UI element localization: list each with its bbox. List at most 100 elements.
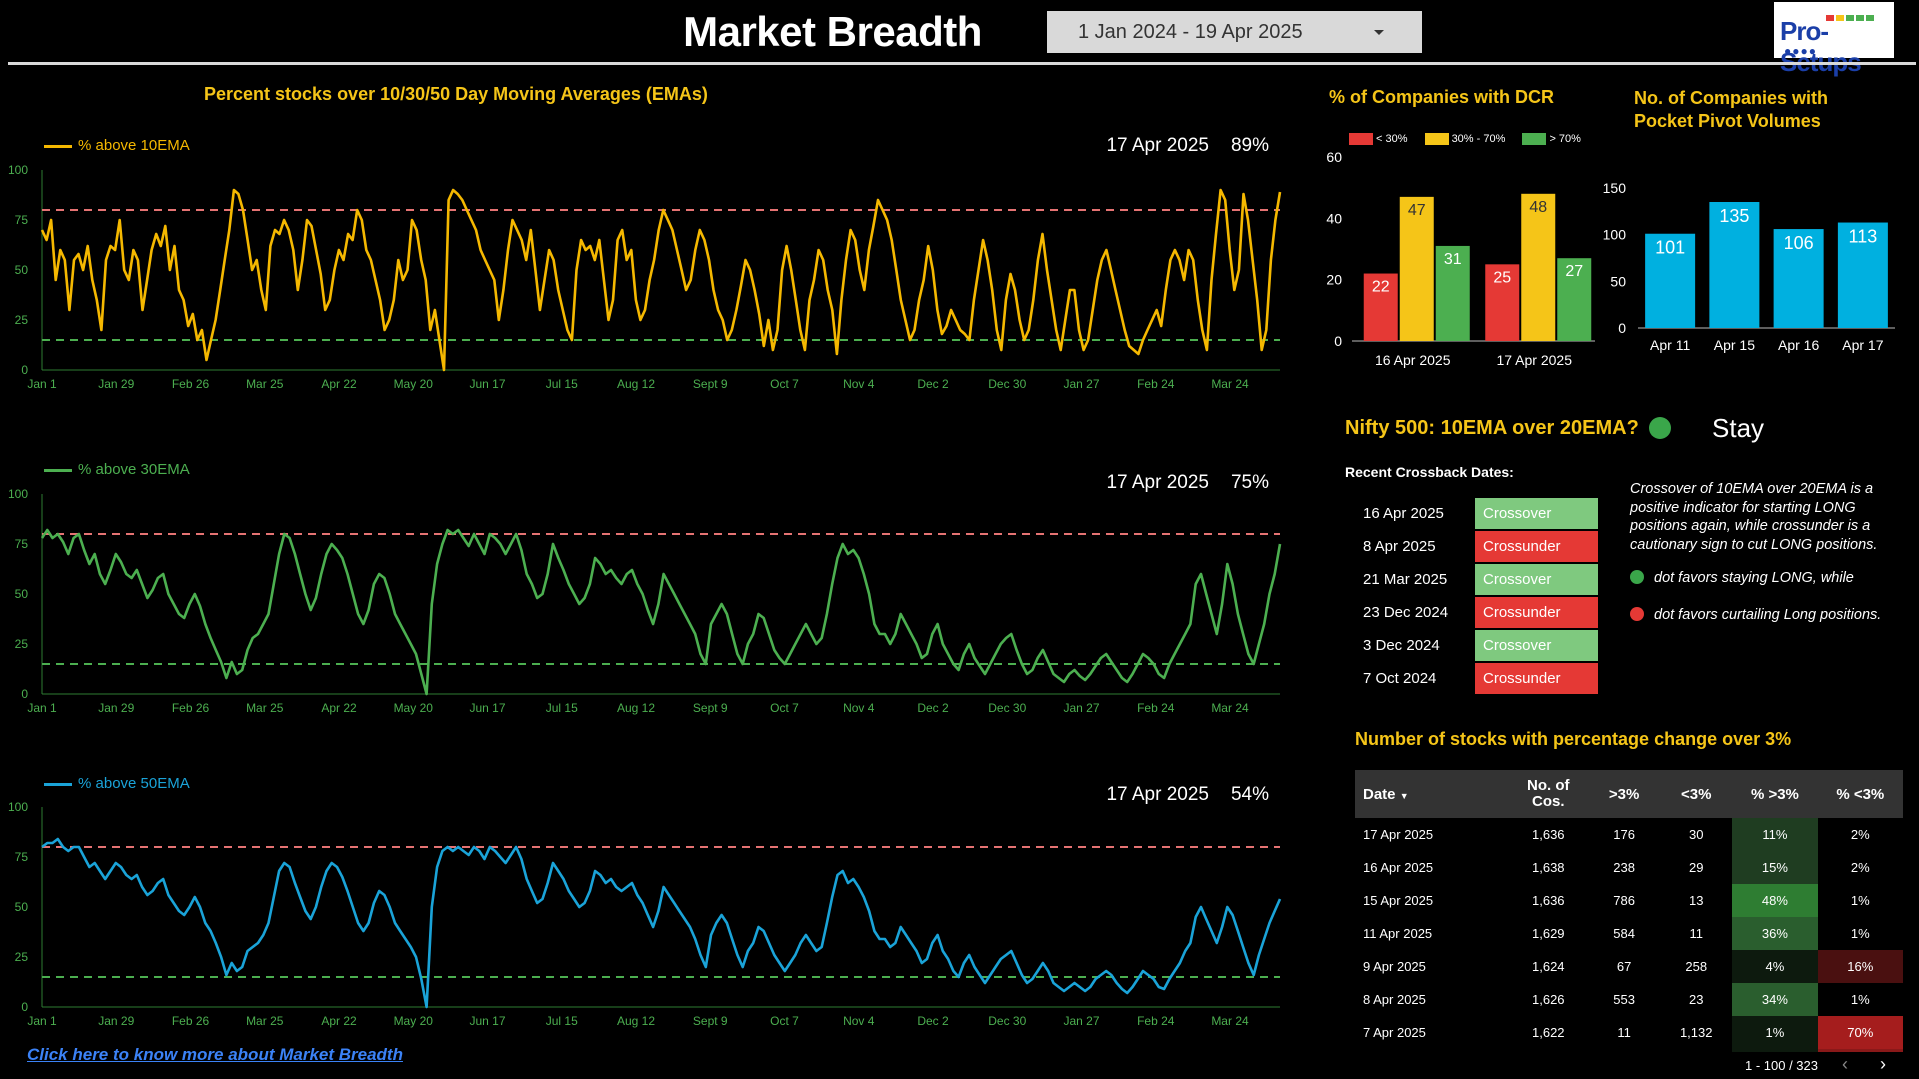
green-dot-icon (1630, 570, 1644, 584)
series-line (40, 528, 1282, 696)
crossback-date: 16 Apr 2025 (1353, 496, 1475, 531)
dcr-legend-swatch-high (1522, 133, 1547, 146)
x-tick-label: Aug 12 (617, 701, 655, 715)
ema10-legend-label: % above 10EMA (78, 137, 190, 154)
cell-date: 17 Apr 2025 (1363, 827, 1434, 842)
y-tick-label: 20 (1326, 272, 1342, 288)
ema30-readout: 17 Apr 2025 75% (1106, 472, 1269, 494)
ema50-chart: 0 25 50 75 100 Jan 1 Jan 29 Feb 26 Mar 25 Apr 22 M… (8, 800, 1282, 1028)
table-row[interactable]: 15 Apr 2025 1,636 786 13 48% 1% (1355, 884, 1903, 917)
dcr-bar-label: 22 (1372, 279, 1390, 296)
table-row[interactable]: 11 Apr 2025 1,629 584 11 36% 1% (1355, 917, 1903, 950)
dcr-bar (1363, 273, 1398, 341)
cell-cos: 1,638 (1532, 860, 1565, 875)
crossback-row: 7 Oct 2024 Crossunder (1353, 661, 1600, 696)
market-breadth-link[interactable]: Click here to know more about Market Bre… (27, 1045, 403, 1064)
col-lt3-header[interactable]: <3% (1660, 770, 1733, 818)
y-tick-label: 75 (15, 850, 29, 864)
col-cos-header[interactable]: No. of Cos. (1508, 770, 1589, 818)
pocket-pivot-bar-label: 135 (1719, 206, 1749, 226)
cell-pct-lt3: 1% (1817, 983, 1903, 1016)
col-pct-gt3-header[interactable]: % >3% (1732, 770, 1818, 818)
ema30-readout-date: 17 Apr 2025 (1106, 472, 1209, 493)
cell-pct-lt3: 1% (1817, 917, 1903, 950)
y-tick-label: 60 (1326, 149, 1342, 165)
y-tick-label: 100 (8, 800, 28, 814)
cell-gt3: 553 (1613, 992, 1635, 1007)
pro-setups-logo[interactable]: Pro-Setups ●●●● (1774, 2, 1894, 77)
y-tick-label: 50 (1610, 273, 1626, 289)
dcr-bar-label: 27 (1565, 263, 1583, 280)
y-tick-label: 25 (15, 637, 29, 651)
cell-date: 8 Apr 2025 (1363, 992, 1426, 1007)
cell-cos: 1,624 (1532, 959, 1565, 974)
y-tick-label: 75 (15, 213, 29, 227)
crossback-date: 23 Dec 2024 (1353, 595, 1475, 630)
x-tick-label: Feb 24 (1137, 701, 1175, 715)
table-row[interactable]: 17 Apr 2025 1,636 176 30 11% 2% (1355, 818, 1903, 851)
table-row[interactable]: 9 Apr 2025 1,624 67 258 4% 16% (1355, 950, 1903, 983)
x-tick-label: Jun 17 (469, 377, 505, 391)
cell-gt3: 584 (1613, 926, 1635, 941)
y-tick-label: 100 (8, 487, 28, 501)
x-tick-label: Mar 25 (246, 701, 284, 715)
ema-section-title: Percent stocks over 10/30/50 Day Moving … (204, 84, 708, 104)
crossback-date: 3 Dec 2024 (1353, 628, 1475, 663)
next-page-icon[interactable]: › (1880, 1054, 1886, 1074)
prev-page-icon[interactable]: ‹ (1842, 1054, 1848, 1074)
dcr-bar (1557, 258, 1592, 341)
x-tick-label: Oct 7 (770, 377, 799, 391)
col-pct-lt3-header[interactable]: % <3% (1817, 770, 1903, 818)
x-tick-label: 17 Apr 2025 (1496, 352, 1572, 368)
x-tick-label: Jan 1 (27, 377, 57, 391)
stocks-table-viewport[interactable]: Date ▼ No. of Cos. >3% <3% % >3% % <3% 1… (1355, 770, 1903, 1052)
crossback-status: Crossover (1473, 628, 1600, 663)
table-row[interactable]: 16 Apr 2025 1,638 238 29 15% 2% (1355, 851, 1903, 884)
x-tick-label: Jan 27 (1063, 701, 1099, 715)
cell-gt3: 34 (1588, 1049, 1660, 1052)
x-tick-label: Mar 24 (1211, 377, 1249, 391)
cell-lt3: 868 (1660, 1049, 1732, 1052)
ema50-readout-date: 17 Apr 2025 (1106, 784, 1209, 805)
x-tick-label: Mar 24 (1211, 701, 1249, 715)
table-row[interactable]: 7 Apr 2025 1,622 11 1,132 1% 70% (1355, 1016, 1903, 1049)
col-gt3-header[interactable]: >3% (1588, 770, 1661, 818)
stocks-table: Date ▼ No. of Cos. >3% <3% % >3% % <3% 1… (1355, 770, 1903, 1052)
x-tick-label: Mar 25 (246, 1014, 284, 1028)
crossback-row: 23 Dec 2024 Crossunder (1353, 595, 1600, 630)
dcr-legend-mid: 30% - 70% (1451, 133, 1506, 145)
dcr-bar-label: 47 (1408, 202, 1426, 219)
cell-pct-gt3: 36% (1732, 917, 1818, 950)
cell-pct-gt3: 4% (1732, 950, 1818, 983)
y-tick-label: 100 (8, 163, 28, 177)
x-tick-label: Apr 22 (321, 701, 357, 715)
cell-lt3: 258 (1685, 959, 1708, 974)
crossback-status: Crossover (1473, 562, 1600, 597)
cell-cos: 1,622 (1532, 1025, 1565, 1040)
pocket-pivot-bar (1773, 229, 1824, 328)
cell-gt3: 11 (1617, 1025, 1631, 1040)
x-tick-label: Jan 29 (98, 377, 134, 391)
col-date-header[interactable]: Date ▼ (1355, 770, 1509, 818)
cell-gt3: 67 (1616, 959, 1632, 974)
dcr-bar-label: 25 (1493, 269, 1511, 286)
crossback-row: 21 Mar 2025 Crossover (1353, 562, 1600, 597)
y-tick-label: 50 (15, 587, 29, 601)
cell-lt3: 30 (1688, 827, 1704, 842)
dcr-bar (1485, 264, 1520, 341)
x-tick-label: Jan 29 (98, 1014, 134, 1028)
cell-lt3: 23 (1688, 992, 1704, 1007)
x-tick-label: May 20 (394, 1014, 434, 1028)
cell-lt3: 1,132 (1679, 1025, 1713, 1040)
x-tick-label: Apr 15 (1714, 337, 1755, 353)
x-tick-label: Jan 29 (98, 701, 134, 715)
ema10-readout: 17 Apr 2025 89% (1106, 135, 1269, 157)
ema50-readout-value: 54% (1230, 784, 1269, 805)
logo-dots: ●●●● (1784, 44, 1817, 58)
table-row[interactable]: 8 Apr 2025 1,626 553 23 34% 1% (1355, 983, 1903, 1016)
ema30-legend-label: % above 30EMA (78, 461, 190, 478)
cell-cos: 1,636 (1532, 827, 1565, 842)
date-range-select[interactable]: 1 Jan 2024 - 19 Apr 2025 (1047, 11, 1422, 53)
dcr-chart: 0 20 40 60 22 47 31 16 Apr 2025 25 48 27 17 Apr 202… (1326, 149, 1595, 368)
